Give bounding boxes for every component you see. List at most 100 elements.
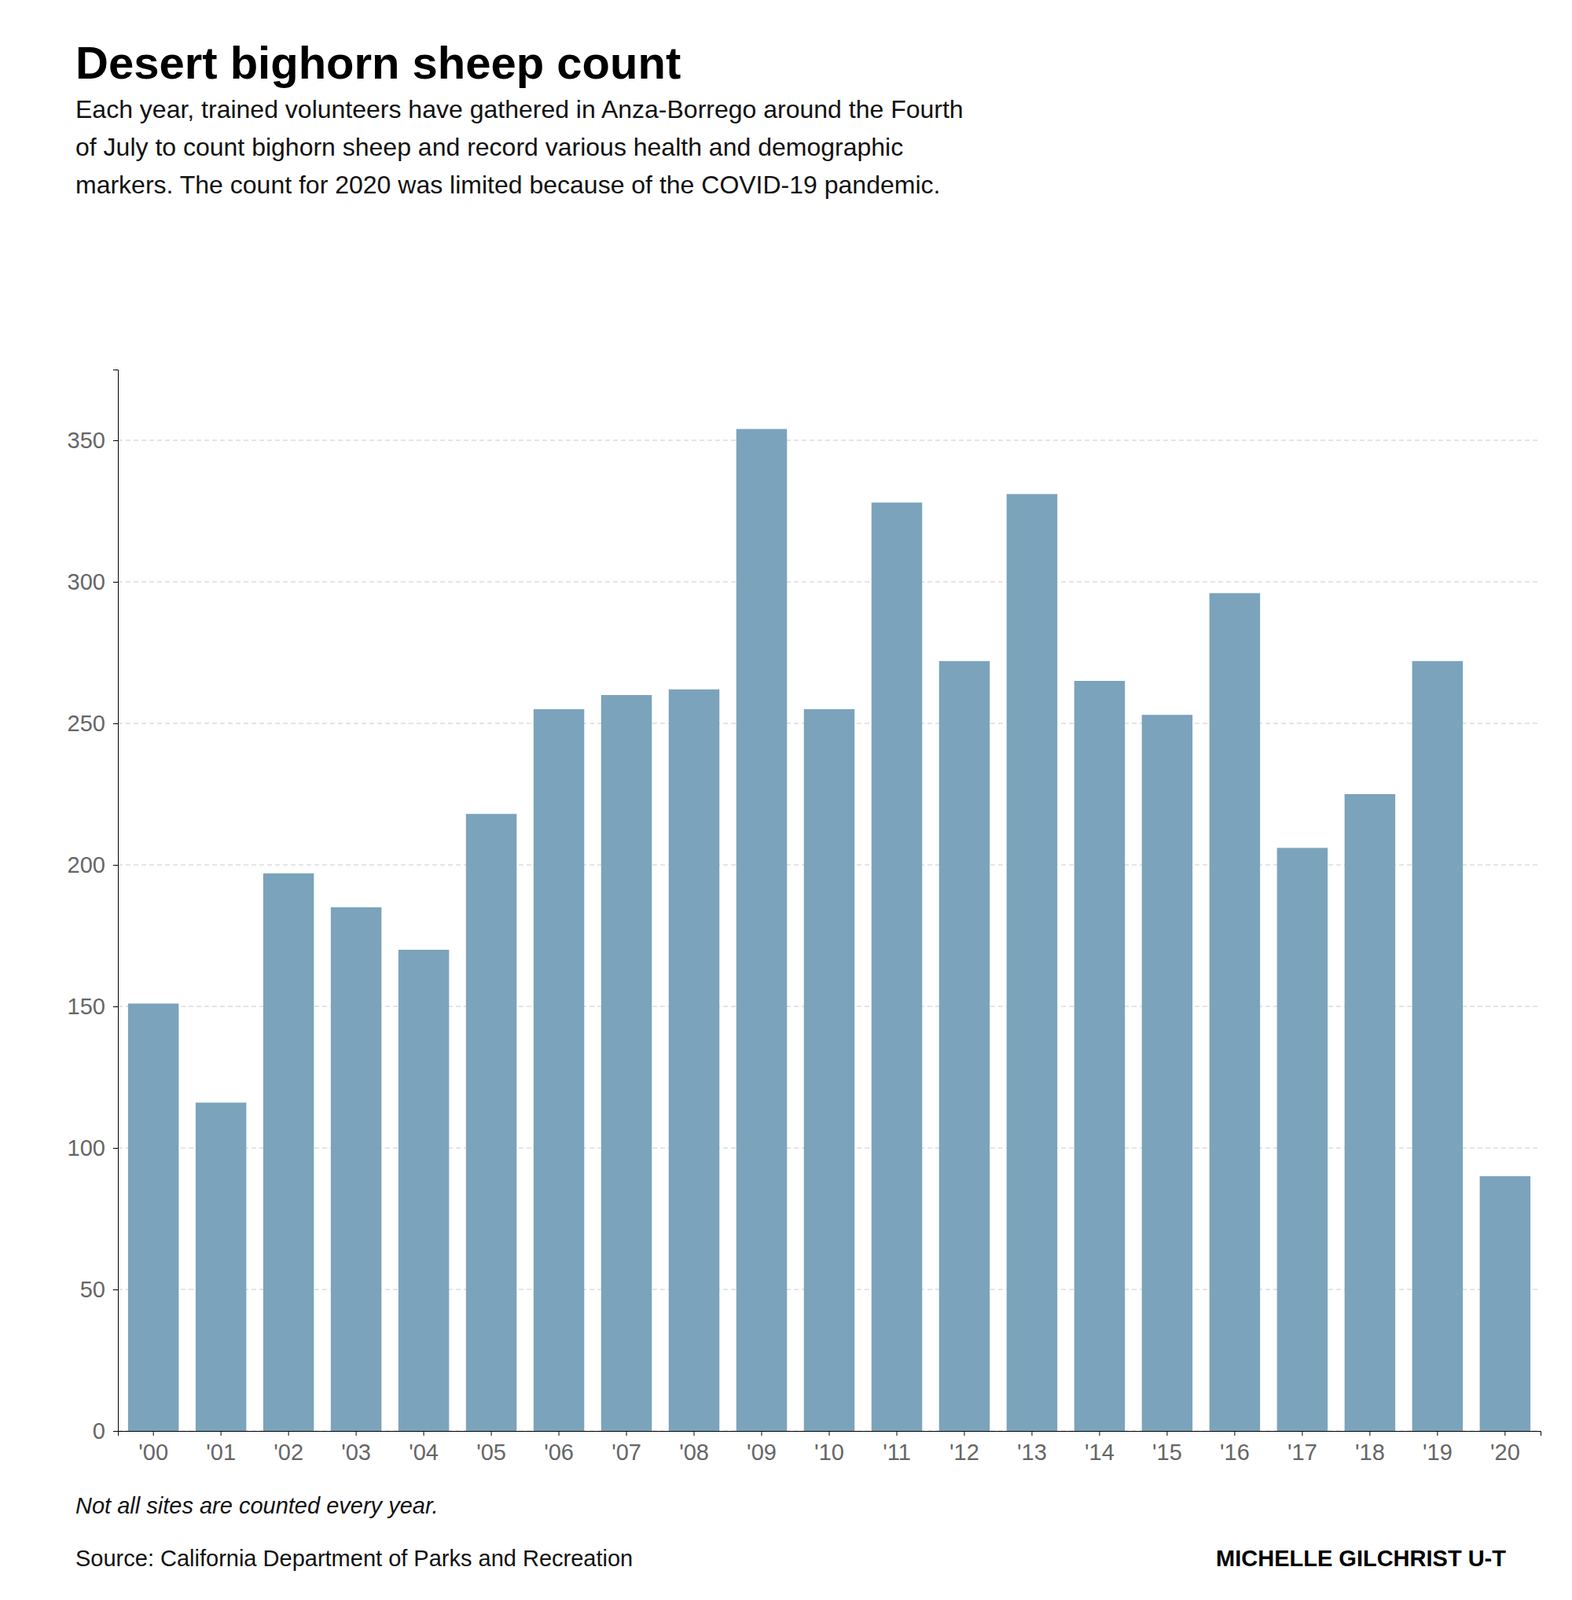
x-tick: '04 [408,1430,439,1465]
y-tick: 250 [67,710,118,736]
x-tick-mark [220,1430,222,1436]
x-tick: '17 [1287,1430,1318,1465]
x-tick-mark [558,1430,560,1436]
x-tick: '03 [341,1430,371,1465]
x-tick-label: '04 [408,1439,439,1465]
x-tick: '08 [679,1430,709,1465]
x-tick-label: '19 [1422,1439,1453,1465]
x-tick-label: '14 [1084,1439,1115,1465]
x-tick-label: '20 [1490,1439,1521,1465]
footnote: Not all sites are counted every year. [75,1492,439,1518]
x-tick-mark [694,1430,695,1436]
x-tick-mark [626,1430,628,1436]
y-tick-label: 100 [67,1134,106,1161]
y-tick-mark [113,864,118,866]
x-tick-label: '17 [1287,1439,1318,1465]
y-tick-mark [113,1430,118,1432]
background [0,0,1572,1600]
x-tick-label: '00 [138,1439,169,1465]
subtitle-line: of July to count bighorn sheep and recor… [75,132,904,162]
bar [398,949,449,1431]
bar [668,689,720,1431]
x-tick: '05 [476,1430,507,1465]
y-tick: 350 [67,427,118,453]
x-axis: '00'01'02'03'04'05'06'07'08'09'10'11'12'… [118,1430,1542,1465]
y-tick-label: 200 [67,852,106,878]
x-tick-mark [1301,1430,1303,1436]
y-tick-label: 350 [67,427,106,453]
bar [263,873,314,1431]
x-tick-label: '05 [476,1439,507,1465]
x-tick-label: '06 [543,1439,574,1465]
bar [533,708,584,1431]
bar [871,502,922,1431]
bar [1142,714,1193,1431]
bar [804,708,855,1431]
x-tick: '00 [138,1430,169,1465]
y-tick-label: 300 [67,569,106,595]
x-tick: '20 [1490,1430,1521,1465]
x-tick-label: '15 [1152,1439,1183,1465]
bar [939,661,990,1431]
x-tick: '02 [273,1430,304,1465]
y-tick: 300 [67,569,118,595]
y-axis: 0 50 100 150 200 250 300 350 [67,370,119,1444]
x-tick-label: '09 [746,1439,777,1465]
y-axis-line [113,370,119,1432]
source: Source: California Department of Parks a… [75,1545,633,1571]
x-tick-label: '12 [949,1439,980,1465]
title: Desert bighorn sheep count [75,36,681,89]
y-tick-label: 0 [92,1417,106,1444]
y-tick-mark [113,581,118,583]
bar [466,813,517,1431]
x-tick-label: '03 [341,1439,371,1465]
grid-line [117,581,1541,583]
x-tick: '13 [1017,1430,1047,1465]
y-tick-mark [113,1147,118,1149]
x-tick-mark [288,1430,290,1436]
y-tick: 50 [80,1276,118,1302]
x-tick-mark [896,1430,897,1436]
y-tick-label: 50 [80,1276,106,1302]
x-tick-mark [153,1430,155,1436]
x-tick: '10 [814,1430,845,1465]
x-tick-mark [1031,1430,1033,1436]
x-tick: '14 [1084,1430,1115,1465]
bar [601,694,652,1431]
x-tick-label: '02 [273,1439,304,1465]
x-tick-mark [1234,1430,1235,1436]
x-tick-label: '13 [1017,1439,1047,1465]
x-tick: '01 [205,1430,236,1465]
x-tick: '16 [1219,1430,1250,1465]
y-tick-mark [113,1289,118,1290]
y-tick: 150 [67,993,118,1019]
bar [128,1002,179,1431]
x-tick-mark [1504,1430,1506,1436]
bar [1344,793,1396,1431]
chart: Desert bighorn sheep countEach year, tra… [0,0,1572,1600]
y-tick-label: 250 [67,710,106,736]
y-tick: 200 [67,852,118,878]
x-tick-mark [491,1430,493,1436]
x-tick-label: '16 [1219,1439,1250,1465]
credit: MICHELLE GILCHRIST U-T [1215,1545,1506,1571]
x-tick-mark [1166,1430,1168,1436]
bar [1480,1175,1531,1431]
x-tick-mark [356,1430,357,1436]
y-tick-mark [113,440,118,441]
x-tick-mark [1098,1430,1100,1436]
x-tick: '11 [882,1430,911,1465]
y-tick-mark [113,723,118,724]
bar [330,907,382,1431]
x-tick-mark [423,1430,425,1436]
bar [1074,680,1125,1431]
grid [117,440,1541,1431]
bars [128,429,1531,1431]
bar [1277,847,1328,1431]
bar [1209,592,1260,1431]
y-tick-mark [113,1006,118,1007]
grid-line [117,440,1541,441]
x-tick-label: '10 [814,1439,845,1465]
y-tick: 0 [92,1417,118,1444]
x-axis-line [118,1431,1542,1437]
